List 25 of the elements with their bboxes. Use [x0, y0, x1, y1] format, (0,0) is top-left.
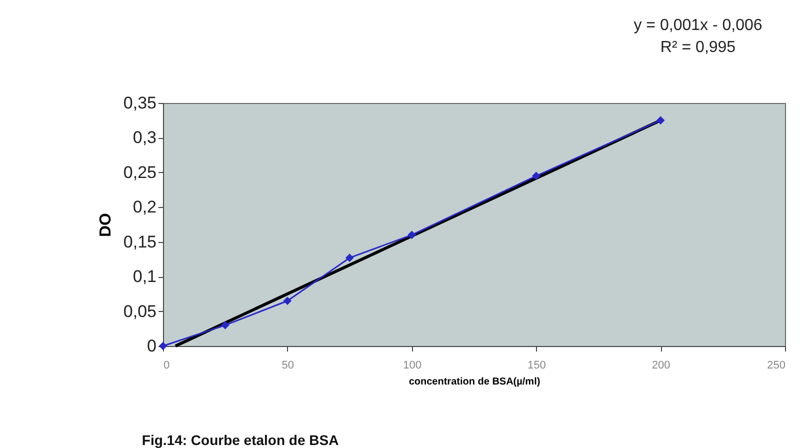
y-tick-label: 0,2: [132, 198, 156, 217]
point: [408, 230, 416, 240]
x-axis-title: concentration de BSA(µ/ml): [408, 376, 540, 388]
y-tick-label: 0,25: [123, 162, 156, 182]
text: Fig.14: Courbe etalon de BSA: [142, 432, 339, 448]
y-tick-label: 0,35: [123, 94, 156, 112]
text: y = 0,001x - 0,006: [634, 17, 762, 34]
y-tick-label: 0,3: [132, 128, 156, 148]
y-tick-label: 0,15: [123, 232, 156, 252]
point: [221, 320, 230, 330]
y-axis-title: DO: [97, 213, 114, 237]
x-tick-label: 200: [652, 360, 670, 372]
x-tick-label: 50: [282, 360, 294, 372]
y-tick-label: 0,1: [132, 267, 156, 286]
y-tick-label: 0: [147, 336, 156, 356]
point: [345, 254, 354, 262]
x-tick-label: 150: [528, 360, 546, 372]
x-tick-label: 0: [164, 360, 170, 372]
x-tick-label: 250: [767, 360, 786, 372]
x-tick-label: 100: [403, 360, 422, 372]
point: [283, 296, 292, 306]
y-tick-label: 0,05: [123, 302, 156, 321]
point: [656, 116, 665, 125]
point: [532, 172, 540, 180]
text: R² = 0,995: [660, 39, 736, 56]
